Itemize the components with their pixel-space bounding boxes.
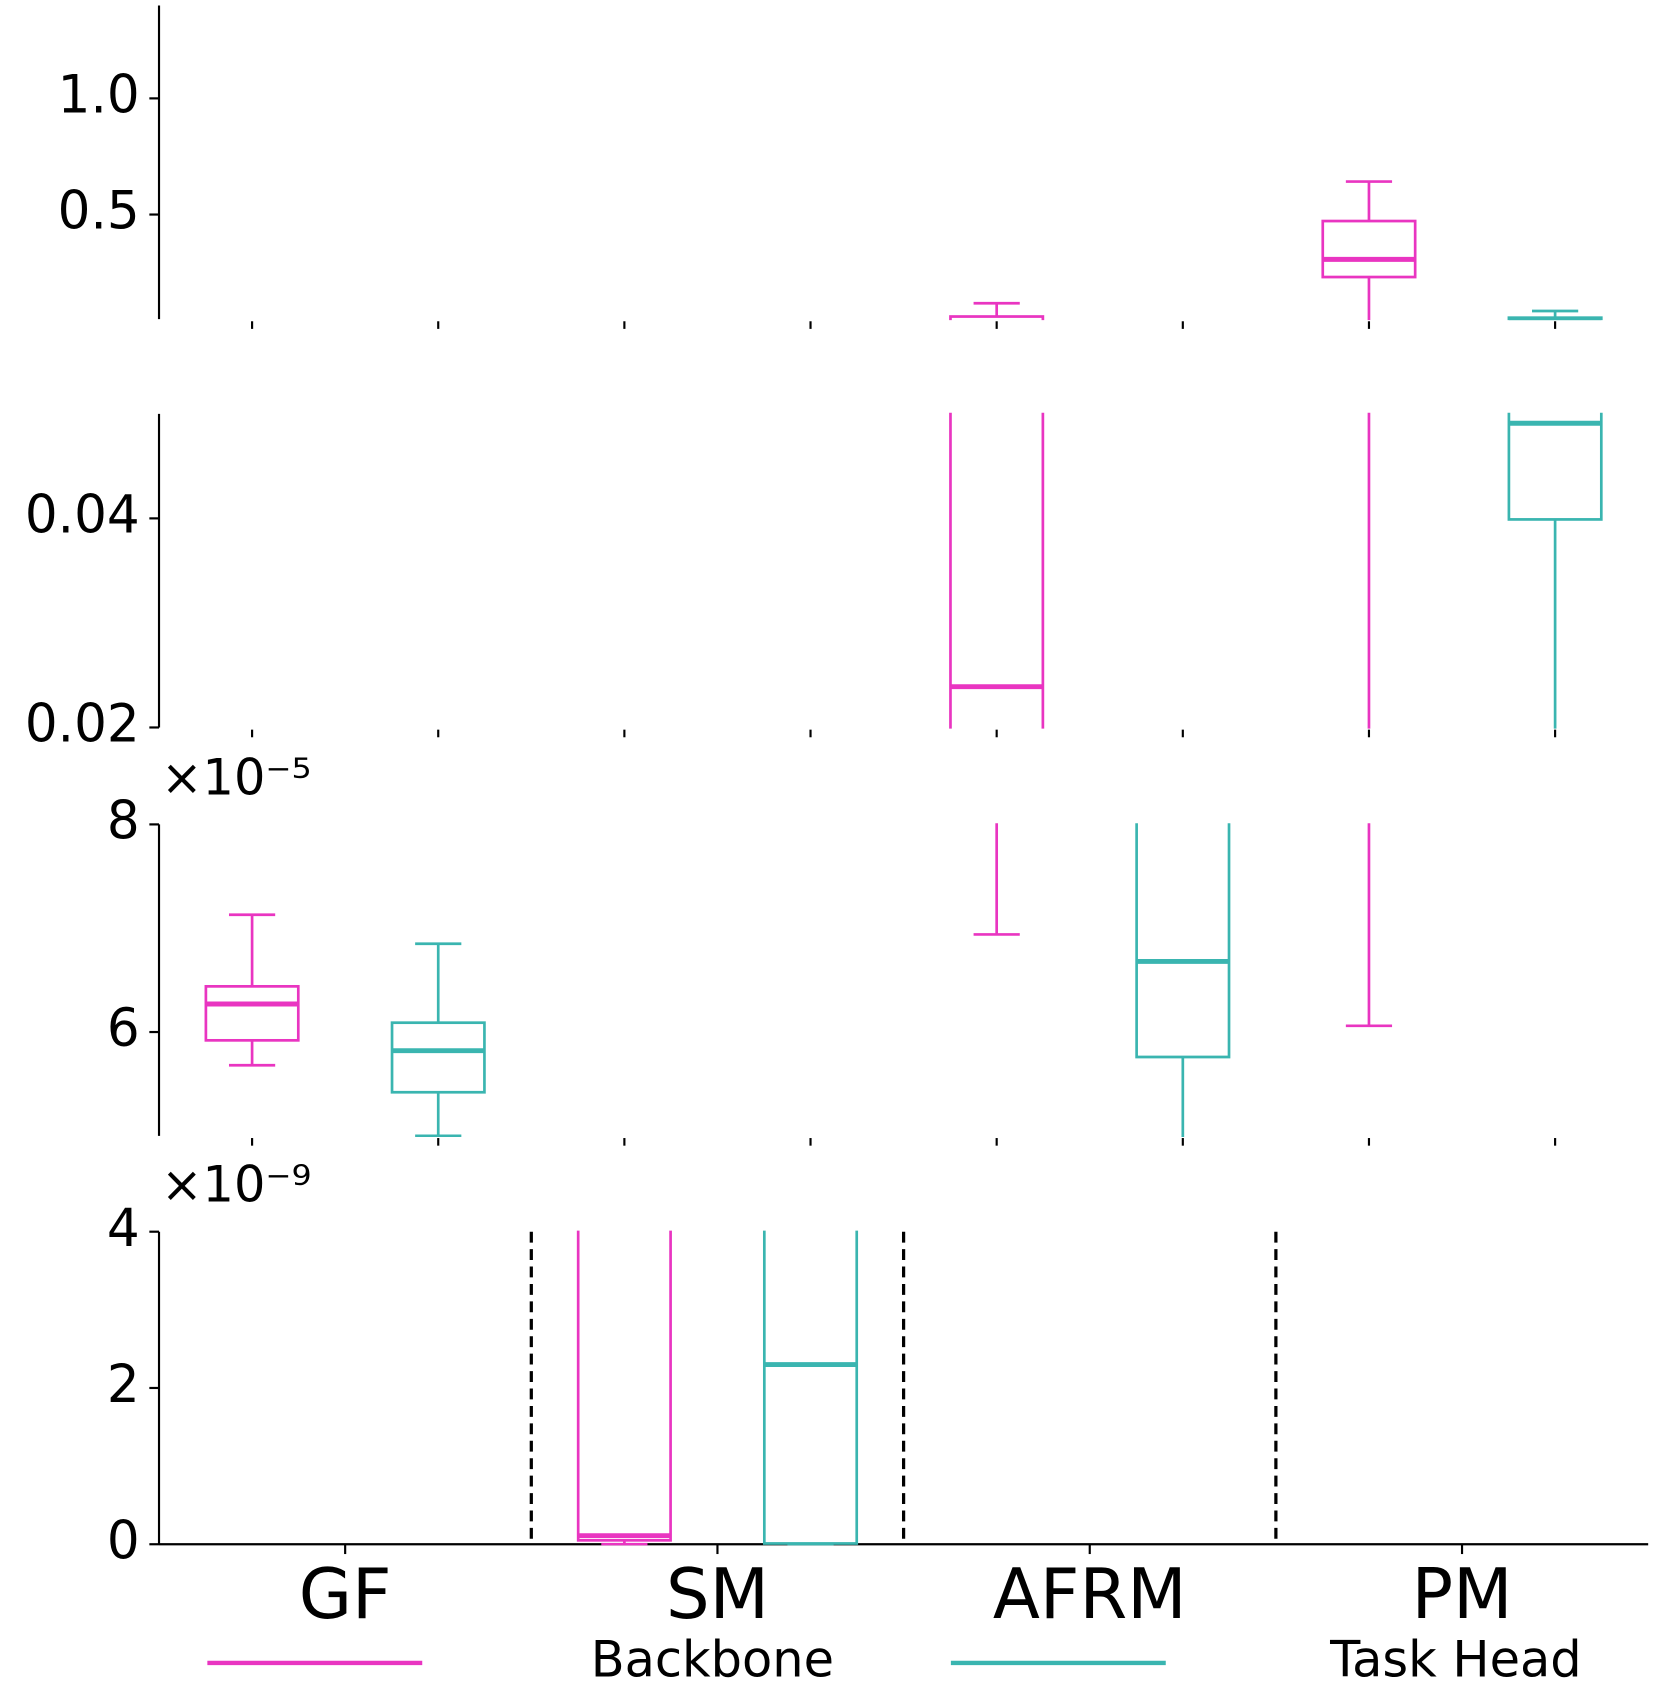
box [1321,219,1417,279]
y-tick-label: 4 [107,1198,140,1258]
x-tick-label: PM [1412,1554,1513,1635]
box [576,1230,672,1542]
y-tick-label: 0.02 [25,694,140,754]
x-tick-label: GF [299,1554,392,1635]
y-tick-label: 0 [107,1511,140,1571]
box [1137,884,1229,936]
box [204,984,300,1042]
plot-area [576,1230,859,1546]
y-tick-label: 2 [107,1355,140,1415]
box [390,1021,486,1094]
y-tick-label: 1.0 [58,65,140,125]
box [1137,330,1229,331]
box [1507,412,1603,521]
x-tick-label: AFRM [993,1554,1187,1635]
box [949,412,1045,729]
legend-label: Task Head [1329,1630,1582,1688]
plot-area [204,823,1393,1137]
y-tick-label: 6 [107,999,140,1059]
plot-area [949,412,1603,936]
plot-area [949,180,1603,331]
offset-label: ×10⁻⁹ [161,1155,311,1213]
box [762,1230,859,1545]
y-tick-label: 0.04 [25,485,140,545]
box [1135,823,1231,1059]
offset-label: ×10⁻⁵ [161,748,311,806]
y-tick-label: 8 [107,791,140,851]
x-tick-label: SM [666,1554,769,1635]
y-tick-label: 0.5 [58,181,140,241]
legend-label: Backbone [591,1630,834,1688]
